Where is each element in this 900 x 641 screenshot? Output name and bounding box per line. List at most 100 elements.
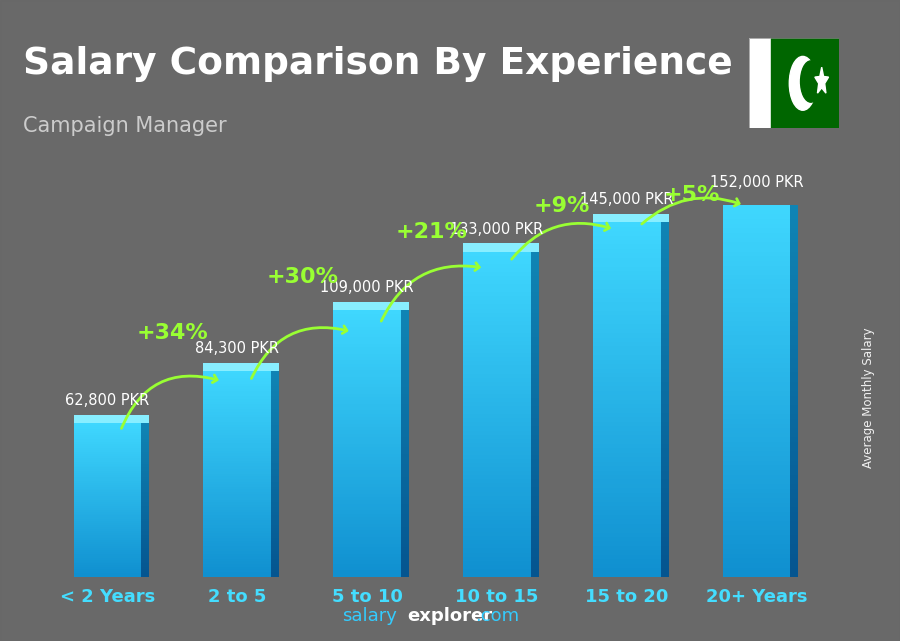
Bar: [74, 423, 141, 425]
Bar: [400, 320, 409, 324]
Bar: [661, 369, 669, 373]
Bar: [790, 470, 798, 474]
Bar: [790, 303, 798, 308]
Bar: [593, 214, 669, 222]
Bar: [203, 544, 271, 546]
Bar: [203, 520, 271, 523]
Bar: [723, 279, 790, 284]
Bar: [400, 337, 409, 340]
Bar: [400, 457, 409, 460]
Bar: [464, 264, 531, 268]
Bar: [661, 227, 669, 231]
Bar: [531, 345, 539, 349]
Bar: [464, 406, 531, 410]
Bar: [271, 417, 279, 420]
Bar: [531, 333, 539, 337]
Bar: [400, 387, 409, 390]
Bar: [203, 556, 271, 559]
Bar: [74, 544, 141, 546]
Bar: [790, 247, 798, 252]
Bar: [464, 272, 531, 276]
Bar: [531, 353, 539, 357]
Bar: [333, 444, 400, 447]
Bar: [141, 490, 149, 492]
Bar: [531, 487, 539, 492]
Bar: [661, 554, 669, 559]
Bar: [790, 400, 798, 405]
Bar: [400, 424, 409, 427]
Bar: [593, 391, 661, 395]
Bar: [723, 368, 790, 372]
Bar: [271, 415, 279, 417]
Bar: [531, 378, 539, 382]
Bar: [333, 394, 400, 397]
Bar: [790, 308, 798, 312]
Bar: [333, 430, 400, 433]
Bar: [141, 496, 149, 498]
Bar: [464, 504, 531, 508]
Bar: [74, 540, 141, 542]
Bar: [661, 488, 669, 493]
Bar: [271, 551, 279, 554]
Bar: [790, 488, 798, 494]
Bar: [790, 372, 798, 377]
Bar: [531, 447, 539, 451]
Bar: [333, 447, 400, 450]
Bar: [400, 444, 409, 447]
Bar: [593, 253, 661, 258]
Bar: [661, 280, 669, 285]
Bar: [271, 391, 279, 394]
Bar: [271, 574, 279, 577]
Bar: [531, 492, 539, 495]
Bar: [203, 489, 271, 492]
Bar: [464, 483, 531, 487]
Bar: [723, 442, 790, 447]
Bar: [531, 386, 539, 390]
Bar: [333, 370, 400, 374]
Bar: [531, 398, 539, 402]
Bar: [333, 337, 400, 340]
Bar: [593, 244, 661, 249]
Bar: [661, 297, 669, 302]
Bar: [661, 342, 669, 346]
Bar: [531, 329, 539, 333]
Bar: [661, 475, 669, 479]
Bar: [141, 477, 149, 479]
Bar: [661, 355, 669, 360]
Bar: [464, 276, 531, 280]
Bar: [790, 335, 798, 340]
Bar: [271, 512, 279, 515]
Bar: [593, 537, 661, 542]
Bar: [74, 562, 141, 563]
Bar: [531, 499, 539, 504]
Text: +5%: +5%: [663, 185, 720, 205]
Bar: [271, 458, 279, 461]
Bar: [723, 405, 790, 410]
Bar: [464, 528, 531, 532]
Bar: [74, 494, 141, 496]
Text: +9%: +9%: [534, 196, 590, 216]
Bar: [141, 473, 149, 475]
Bar: [74, 458, 141, 460]
Bar: [74, 571, 141, 573]
Bar: [593, 320, 661, 324]
Bar: [141, 435, 149, 437]
Bar: [333, 537, 400, 540]
Bar: [203, 476, 271, 479]
Bar: [790, 531, 798, 535]
Bar: [661, 440, 669, 444]
Bar: [333, 324, 400, 327]
Bar: [333, 310, 400, 313]
Bar: [74, 519, 141, 521]
Bar: [141, 440, 149, 442]
Bar: [333, 313, 400, 317]
Bar: [531, 292, 539, 296]
Bar: [464, 374, 531, 378]
Bar: [790, 275, 798, 279]
Bar: [723, 447, 790, 451]
Bar: [723, 474, 790, 479]
Bar: [141, 427, 149, 429]
Text: +34%: +34%: [137, 322, 208, 343]
Bar: [203, 438, 271, 440]
Bar: [333, 474, 400, 477]
